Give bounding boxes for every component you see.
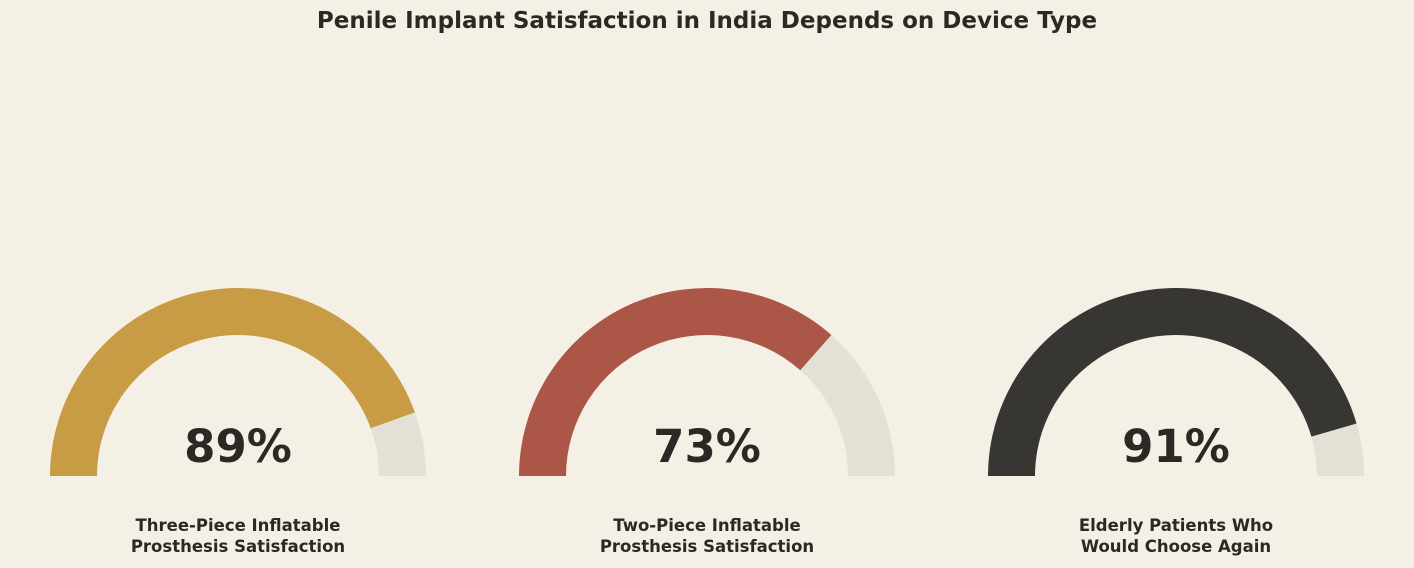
gauge-category-label: Two-Piece Inflatable [613, 516, 800, 535]
gauge-track [800, 334, 895, 476]
gauge-category-label: Prosthesis Satisfaction [131, 537, 345, 556]
gauge-category-label: Prosthesis Satisfaction [600, 537, 814, 556]
gauge-fill [987, 287, 1357, 476]
gauge-value-label: 89% [184, 420, 292, 473]
gauge-3: 91% Elderly Patients Who Would Choose Agai… [987, 287, 1364, 556]
gauge-track [1311, 423, 1364, 476]
gauge-1: 89% Three-Piece Inflatable Prosthesis Sati… [50, 287, 426, 556]
gauge-value-label: 73% [653, 420, 761, 473]
gauge-category-label: Three-Piece Inflatable [136, 516, 341, 535]
gauge-value-label: 91% [1122, 420, 1230, 473]
gauge-fill [50, 287, 415, 476]
gauge-2: 73% Two-Piece Inflatable Prosthesis Satisf… [519, 287, 895, 556]
chart-title: Penile Implant Satisfaction in India Dep… [316, 8, 1098, 34]
gauge-fill [519, 287, 832, 476]
gauge-track [370, 412, 426, 476]
gauge-category-label: Elderly Patients Who [1079, 516, 1273, 535]
gauge-category-label: Would Choose Again [1081, 537, 1271, 556]
